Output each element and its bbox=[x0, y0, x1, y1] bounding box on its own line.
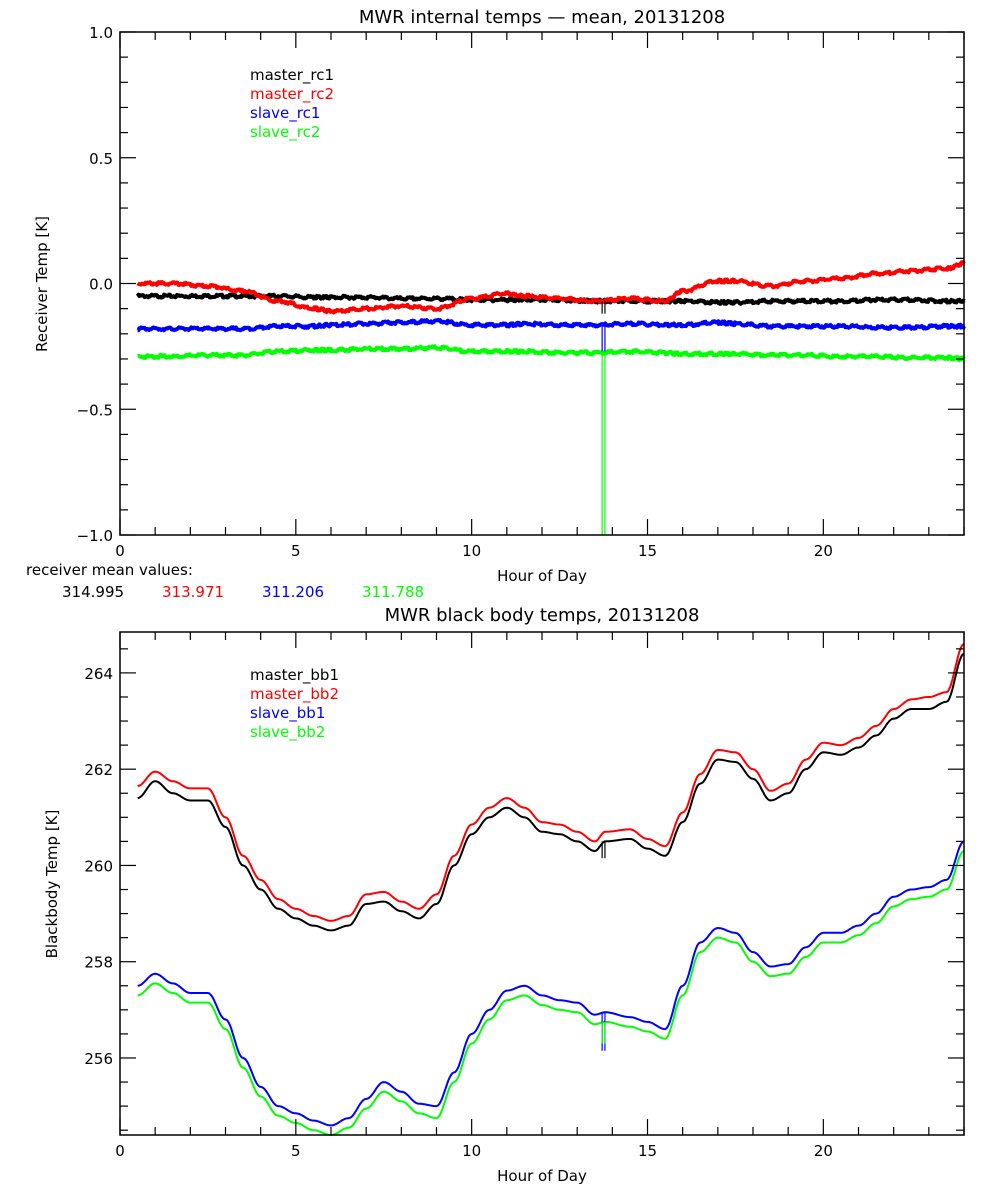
y-tick-label: 256 bbox=[84, 1050, 113, 1068]
x-tick-label: 10 bbox=[462, 1142, 481, 1160]
series-line-slave_rc2 bbox=[136, 344, 966, 362]
x-tick-label: 0 bbox=[115, 542, 125, 560]
x-tick-label: 10 bbox=[462, 542, 481, 560]
y-tick-label: 1.0 bbox=[89, 24, 113, 42]
x-tick-label: 15 bbox=[638, 1142, 657, 1160]
receiver-mean-annotation: receiver mean values: 314.995 313.971 31… bbox=[26, 561, 424, 601]
x-tick-label: 20 bbox=[814, 1142, 833, 1160]
mean-value: 313.971 bbox=[162, 583, 224, 601]
series-line-slave_bb1 bbox=[137, 840, 965, 1127]
mean-value: 311.206 bbox=[262, 583, 324, 601]
receiver-temp-chart: MWR internal temps — mean, 20131208 0 5 10… bbox=[26, 7, 966, 601]
series-group bbox=[137, 643, 965, 1136]
y-axis-label: Receiver Temp [K] bbox=[33, 216, 51, 352]
x-tick-label: 15 bbox=[638, 542, 657, 560]
legend-item: slave_rc2 bbox=[250, 123, 320, 142]
y-tick-label: 0.0 bbox=[89, 276, 113, 294]
series-line-master_rc2 bbox=[136, 260, 966, 315]
legend-item: master_bb2 bbox=[250, 685, 339, 704]
series-line-slave_bb2 bbox=[137, 850, 965, 1136]
blackbody-temp-chart: MWR black body temps, 20131208 0 5 10 15 20 2… bbox=[43, 605, 965, 1185]
legend-item: master_rc1 bbox=[250, 66, 334, 85]
series-group bbox=[135, 260, 966, 535]
legend-item: slave_rc1 bbox=[250, 104, 320, 123]
legend-item: slave_bb2 bbox=[250, 723, 325, 742]
annotation-label: receiver mean values: bbox=[26, 561, 193, 579]
axis-ticks: 0 5 10 15 20 256 258 260 262 264 bbox=[84, 632, 965, 1160]
y-tick-label: 262 bbox=[84, 761, 113, 779]
legend-item: master_bb1 bbox=[250, 666, 339, 685]
x-tick-label: 20 bbox=[814, 542, 833, 560]
plot-frame bbox=[119, 31, 965, 536]
y-tick-label: 0.5 bbox=[89, 150, 113, 168]
x-tick-label: 0 bbox=[115, 1142, 125, 1160]
axis-ticks: 0 5 10 15 20 −1.0 −0.5 0.0 0.5 1.0 bbox=[77, 24, 965, 560]
series-line-master_bb1 bbox=[137, 652, 965, 932]
x-tick-label: 5 bbox=[291, 1142, 301, 1160]
legend-item: master_rc2 bbox=[250, 85, 334, 104]
y-tick-label: 258 bbox=[84, 954, 113, 972]
y-tick-label: 260 bbox=[84, 857, 113, 875]
x-axis-label: Hour of Day bbox=[497, 1167, 587, 1185]
y-tick-label: −0.5 bbox=[77, 401, 113, 419]
mean-value: 311.788 bbox=[362, 583, 424, 601]
y-axis-label: Blackbody Temp [K] bbox=[43, 810, 61, 959]
x-tick-label: 5 bbox=[291, 542, 301, 560]
chart-title: MWR internal temps — mean, 20131208 bbox=[359, 7, 725, 28]
legend: master_bb1 master_bb2 slave_bb1 slave_bb… bbox=[250, 666, 339, 742]
y-tick-label: −1.0 bbox=[77, 527, 113, 545]
y-tick-label: 264 bbox=[84, 665, 113, 683]
legend: master_rc1 master_rc2 slave_rc1 slave_rc… bbox=[250, 66, 334, 142]
chart-title: MWR black body temps, 20131208 bbox=[385, 605, 700, 626]
series-line-slave_rc1 bbox=[136, 317, 966, 333]
series-line-master_bb2 bbox=[137, 643, 965, 922]
mean-value: 314.995 bbox=[62, 583, 124, 601]
legend-item: slave_bb1 bbox=[250, 704, 325, 723]
x-axis-label: Hour of Day bbox=[497, 567, 587, 585]
